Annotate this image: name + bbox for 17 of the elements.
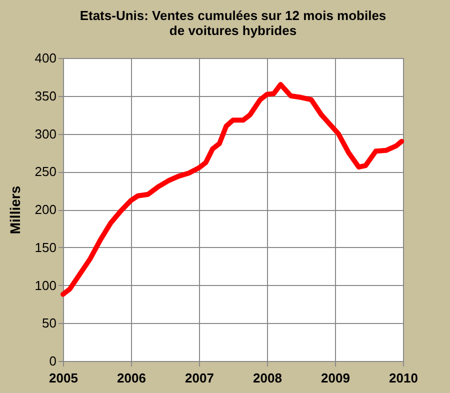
y-tick-label: 150: [34, 240, 56, 255]
y-tick-label: 300: [34, 126, 56, 142]
y-tick-label: 100: [34, 278, 56, 293]
chart-title: Etats-Unis: Ventes cumulées sur 12 mois mobiles de voitures hybrides: [80, 8, 386, 38]
y-tick-label: 400: [34, 50, 56, 66]
y-tick-label: 50: [42, 316, 56, 331]
y-tick-label: 250: [34, 164, 56, 180]
y-tick-label: 350: [34, 88, 56, 104]
x-tick-label: 2007: [185, 370, 214, 386]
x-tick-label: 2009: [321, 370, 350, 386]
y-tick-label: 0: [49, 354, 56, 368]
y-axis-title: Milliers: [6, 186, 23, 234]
x-tick-label: 2008: [253, 370, 282, 386]
x-tick-label: 2005: [49, 370, 78, 386]
y-tick-label: 200: [34, 202, 56, 217]
x-tick-label: 2010: [389, 370, 418, 386]
x-tick-label: 2006: [117, 370, 146, 386]
